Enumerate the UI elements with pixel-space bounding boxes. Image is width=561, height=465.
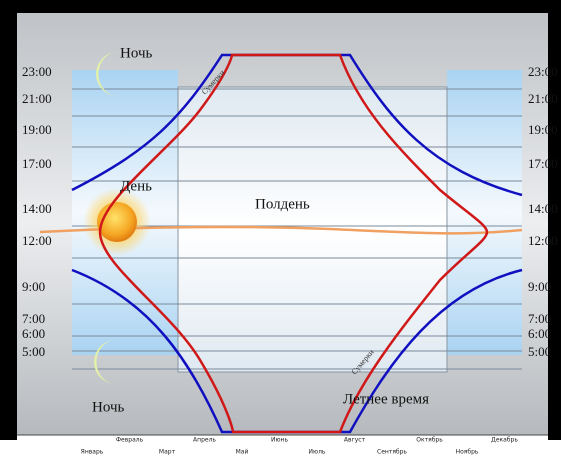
time-label-left: 23:00 [22,64,52,79]
frame-left [0,0,17,440]
month-label: Май [236,449,249,456]
hour-lines [72,88,522,370]
night-label: Ночь [120,45,152,61]
day-label: День [120,178,152,194]
time-label-left: 9:00 [22,279,45,294]
time-label-left: 12:00 [22,233,52,248]
month-label: Сентябрь [377,449,407,456]
month-label: Июль [309,449,326,456]
time-label-right: 21:00 [528,91,558,106]
month-label: Август [344,437,366,444]
time-label-right: 12:00 [528,233,558,248]
month-label: Январь [81,449,104,456]
frame-top [0,0,561,13]
time-ticks: 23:00 23:00 21:00 21:00 19:00 19:00 17:00 17:00… [22,64,558,359]
months: Январь Февраль Март Апрель Май Июнь Июль Август… [81,437,519,456]
summer-time-label: Летнее время [343,391,429,407]
month-label: Ноябрь [456,449,479,456]
time-label-right: 6:00 [528,326,551,341]
noon-label: Полдень [255,196,310,212]
time-label-right: 7:00 [528,311,551,326]
time-label-right: 5:00 [528,344,551,359]
time-label-left: 17:00 [22,156,52,171]
month-label: Февраль [116,437,144,444]
month-label: Апрель [193,437,216,444]
time-label-right: 17:00 [528,156,558,171]
time-label-right: 9:00 [528,279,551,294]
time-label-left: 21:00 [22,91,52,106]
month-label: Июнь [271,437,288,444]
time-label-right: 14:00 [528,201,558,216]
night-label: Ночь [92,399,124,415]
frame-right [548,0,561,440]
time-label-left: 5:00 [22,344,45,359]
month-label: Октябрь [416,437,443,444]
time-label-left: 7:00 [22,311,45,326]
time-label-left: 6:00 [22,326,45,341]
month-label: Декабрь [491,437,518,444]
curves [71,53,523,434]
time-label-right: 19:00 [528,122,558,137]
time-label-left: 19:00 [22,122,52,137]
time-label-right: 23:00 [528,64,558,79]
time-label-left: 14:00 [22,201,52,216]
winter-day-right [447,70,522,355]
month-label: Март [159,449,176,456]
